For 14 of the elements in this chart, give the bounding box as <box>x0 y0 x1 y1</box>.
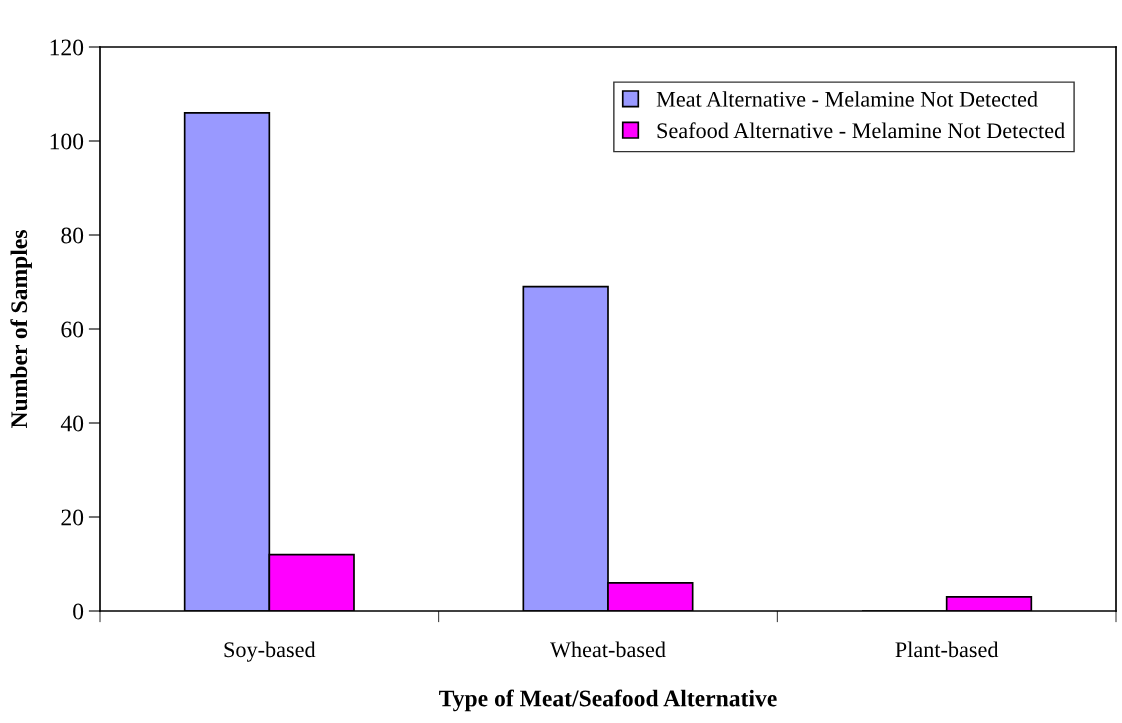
y-tick-label: 60 <box>61 321 84 338</box>
y-tick-label: 80 <box>61 227 84 244</box>
y-tick-label: 100 <box>50 133 84 150</box>
y-tick-label: 40 <box>60 415 84 432</box>
legend-label: Seafood Alternative - Melamine Not Detected <box>657 122 1065 139</box>
x-tick-label: Plant-based <box>895 641 999 658</box>
x-axis-title: Type of Meat/Seafood Alternative <box>439 689 777 712</box>
legend-label: Meat Alternative - Melamine Not Detected <box>656 91 1038 107</box>
y-axis-title: Number of Samples <box>10 230 32 429</box>
x-tick-label: Wheat-based <box>550 641 666 658</box>
y-tick-label: 20 <box>61 509 84 526</box>
x-tick-label: Soy-based <box>224 641 316 662</box>
y-tick-label: 0 <box>73 603 84 620</box>
y-tick-label: 120 <box>50 39 84 56</box>
